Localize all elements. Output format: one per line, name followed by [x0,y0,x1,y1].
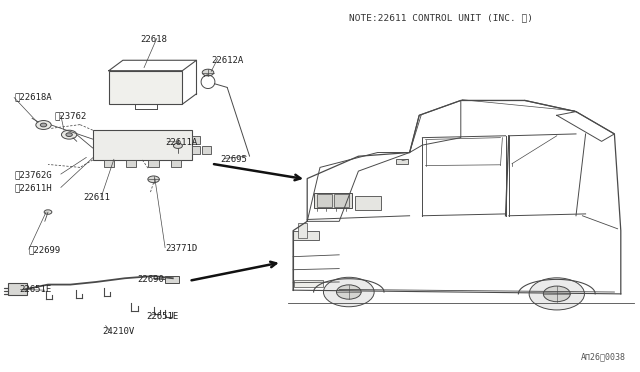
Text: ※22618A: ※22618A [14,92,52,101]
Bar [109,71,182,104]
Text: ※22699: ※22699 [29,246,61,254]
Bar [165,276,179,283]
Text: 22618: 22618 [141,35,168,44]
Text: ※23762: ※23762 [54,112,86,121]
Circle shape [543,286,570,302]
Circle shape [36,121,51,129]
Bar [126,160,136,167]
Bar [334,194,349,207]
Bar [396,159,408,164]
Bar [293,231,319,240]
Bar [8,283,27,295]
Bar [294,280,323,287]
Circle shape [323,277,374,307]
Bar [104,160,114,167]
Circle shape [61,130,77,139]
Circle shape [529,278,584,310]
Text: 22611A: 22611A [165,138,197,147]
Text: 22651E: 22651E [146,312,178,321]
Text: 22612A: 22612A [211,56,243,65]
Bar [298,223,307,238]
Text: 22611: 22611 [83,193,110,202]
Bar [93,130,192,160]
Bar [192,146,200,154]
Text: NOTE:22611 CONTROL UNIT (INC. ※): NOTE:22611 CONTROL UNIT (INC. ※) [349,13,532,22]
Text: ※23762G: ※23762G [14,170,52,179]
Bar [317,194,332,207]
Text: AΠ26：0038: AΠ26：0038 [581,353,626,362]
Circle shape [337,285,361,299]
Text: 23771D: 23771D [165,244,197,253]
Circle shape [66,133,72,137]
Bar [355,196,381,210]
Bar [148,160,159,167]
Text: 22690: 22690 [138,275,164,284]
Bar [192,136,200,144]
Text: 24210V: 24210V [102,327,134,336]
Circle shape [173,143,182,148]
Text: 22651E: 22651E [19,285,51,294]
Circle shape [44,210,52,214]
Circle shape [148,176,159,183]
Bar [202,146,211,154]
Circle shape [40,123,47,127]
Text: 22695: 22695 [221,155,248,164]
Bar [314,193,352,208]
Text: ※22611H: ※22611H [14,184,52,193]
Circle shape [202,69,214,76]
Bar [171,160,181,167]
